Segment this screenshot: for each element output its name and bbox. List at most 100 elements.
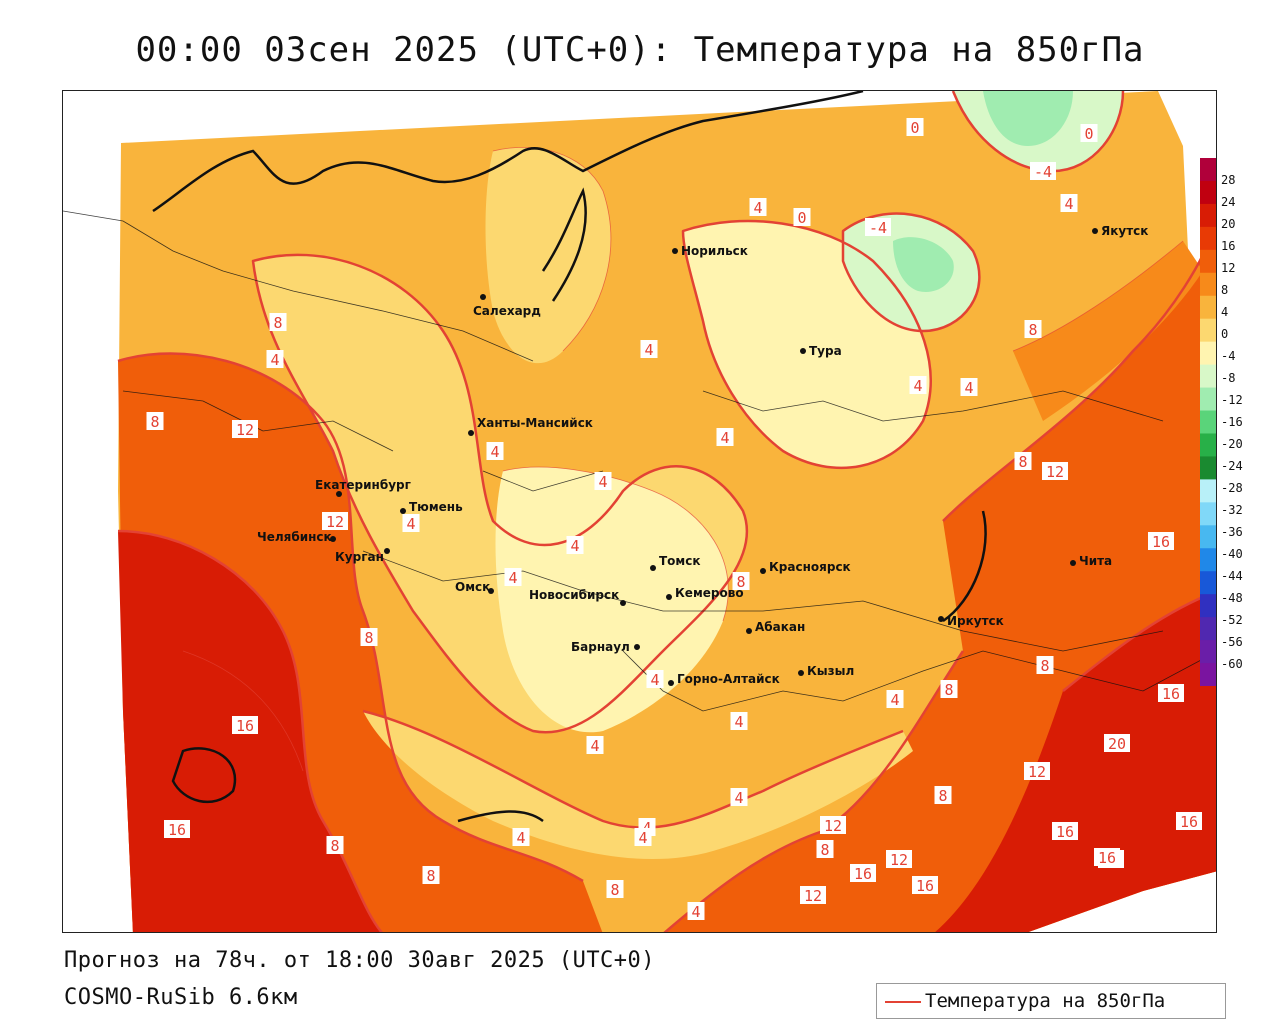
svg-text:16: 16 — [1162, 685, 1180, 703]
cool-zone-central — [495, 467, 729, 733]
svg-text:-4: -4 — [869, 219, 887, 237]
svg-text:16: 16 — [236, 717, 254, 735]
isotherm-value-label: -4 — [865, 218, 891, 237]
isotherm-value-label: 4 — [730, 712, 748, 731]
isotherm-value-label: 8 — [422, 866, 440, 885]
isotherm-value-label: 12 — [800, 886, 826, 905]
city-label: Якутск — [1101, 224, 1148, 238]
colorbar-tick-label: -40 — [1221, 547, 1243, 561]
isotherm-value-label: 16 — [164, 820, 190, 839]
colorbar-tick-label: -60 — [1221, 657, 1243, 671]
isotherm-value-label: 8 — [1014, 452, 1032, 471]
isotherm-value-label: 16 — [1176, 812, 1202, 831]
isotherm-value-label: 8 — [146, 412, 164, 431]
map-title: 00:00 03сен 2025 (UTC+0): Температура на… — [135, 30, 1145, 70]
isotherm-value-label: 4 — [402, 514, 420, 533]
colorbar-tick-label: -48 — [1221, 591, 1243, 605]
svg-text:4: 4 — [964, 379, 973, 397]
legend-line-swatch — [885, 1001, 921, 1003]
svg-text:4: 4 — [516, 829, 525, 847]
isotherm-value-label: 8 — [269, 313, 287, 332]
svg-text:12: 12 — [804, 887, 822, 905]
isotherm-labels: 0 0 -4 -4 4 4 0 4 8 4 4 4 8 4 8 12 4 4 4 4 8 8 12 16 8 16 20 16 12 8 8… — [146, 118, 1202, 921]
colorbar-swatch — [1200, 548, 1216, 572]
svg-text:4: 4 — [590, 737, 599, 755]
colorbar-swatch — [1200, 571, 1216, 595]
isotherm-value-label: 8 — [1036, 656, 1054, 675]
city-label: Екатеринбург — [315, 478, 411, 492]
svg-text:8: 8 — [1040, 657, 1049, 675]
colorbar-swatch — [1200, 272, 1216, 297]
cool-zone-south — [363, 711, 913, 860]
colorbar-swatch — [1200, 203, 1216, 228]
isotherm-value-label: 16 — [1094, 848, 1120, 867]
colorbar-swatch — [1200, 158, 1216, 182]
colorbar-swatch — [1200, 341, 1216, 366]
svg-text:4: 4 — [734, 713, 743, 731]
isotherm-value-label: 8 — [360, 628, 378, 647]
colorbar-tick-label: 12 — [1221, 261, 1236, 275]
cold-zone-north-2 — [893, 237, 954, 292]
colorbar-tick-label: -8 — [1221, 371, 1236, 385]
isotherm-value-label: 4 — [716, 428, 734, 447]
svg-text:4: 4 — [753, 199, 762, 217]
isotherm-value-label: 4 — [960, 378, 978, 397]
colorbar-swatch — [1200, 502, 1216, 526]
isotherm-value-label: 12 — [886, 850, 912, 869]
isotherm-value-label: 4 — [909, 376, 927, 395]
city-label: Салехард — [473, 304, 541, 318]
svg-text:16: 16 — [168, 821, 186, 839]
isotherm-value-label: 4 — [730, 788, 748, 807]
colorbar-tick-label: 20 — [1221, 217, 1236, 231]
city-label: Тюмень — [409, 500, 463, 514]
isotherm-value-label: 8 — [326, 836, 344, 855]
colorbar-tick-label: -56 — [1221, 635, 1243, 649]
isotherm-value-label: 12 — [232, 420, 258, 439]
city-yekaterinburg: Екатеринбург — [315, 478, 411, 497]
borders — [63, 210, 1216, 712]
colorbar-tick-label: -24 — [1221, 459, 1243, 473]
colorbar-swatch — [1200, 410, 1216, 434]
city-label: Норильск — [681, 244, 748, 258]
city-irkutsk: Иркутск — [938, 614, 1004, 628]
colorbar-swatch — [1200, 226, 1216, 251]
colorbar-tick-label: -20 — [1221, 437, 1243, 451]
colorbar-swatch — [1200, 249, 1216, 274]
svg-text:8: 8 — [1028, 321, 1037, 339]
isotherm-value-label: 4 — [512, 828, 530, 847]
isotherm-value-label: 20 — [1104, 734, 1130, 753]
isotherm-value-label: 12 — [322, 512, 348, 531]
isotherms — [117, 91, 1216, 932]
city-yakutsk: Якутск — [1092, 224, 1148, 238]
colorbar-tick-label: -12 — [1221, 393, 1243, 407]
colorbar-swatch — [1200, 433, 1216, 457]
isotherm-value-label: 8 — [606, 880, 624, 899]
isotherm-value-label: 16 — [912, 876, 938, 895]
city-norilsk: Норильск — [672, 244, 748, 258]
colorbar-swatch — [1200, 617, 1216, 641]
svg-text:12: 12 — [890, 851, 908, 869]
svg-text:8: 8 — [426, 867, 435, 885]
coastlines — [152, 91, 987, 823]
svg-text:4: 4 — [913, 377, 922, 395]
isotherm-value-label: 4 — [566, 536, 584, 555]
city-barnaul: Барнаул — [571, 640, 640, 654]
isotherm-value-label: 0 — [1080, 124, 1098, 143]
isotherm-value-label: 8 — [934, 786, 952, 805]
city-label: Курган — [335, 550, 384, 564]
colorbar-tick-label: 0 — [1221, 327, 1229, 341]
svg-text:4: 4 — [1064, 195, 1073, 213]
city-label: Чита — [1079, 554, 1112, 568]
city-chelyabinsk: Челябинск — [257, 530, 336, 544]
svg-text:4: 4 — [638, 829, 647, 847]
isotherm-value-label: 8 — [816, 840, 834, 859]
isotherm-value-label: 0 — [793, 208, 811, 227]
city-label: Кемерово — [675, 586, 744, 600]
city-tyumen: Тюмень — [400, 500, 463, 514]
city-tomsk: Томск — [650, 554, 701, 571]
colorbar-tick-label: 24 — [1221, 195, 1236, 209]
city-omsk: Омск — [455, 580, 494, 594]
colorbar-swatch — [1200, 456, 1216, 480]
city-salekhard: Салехард — [473, 294, 541, 318]
svg-text:8: 8 — [273, 314, 282, 332]
